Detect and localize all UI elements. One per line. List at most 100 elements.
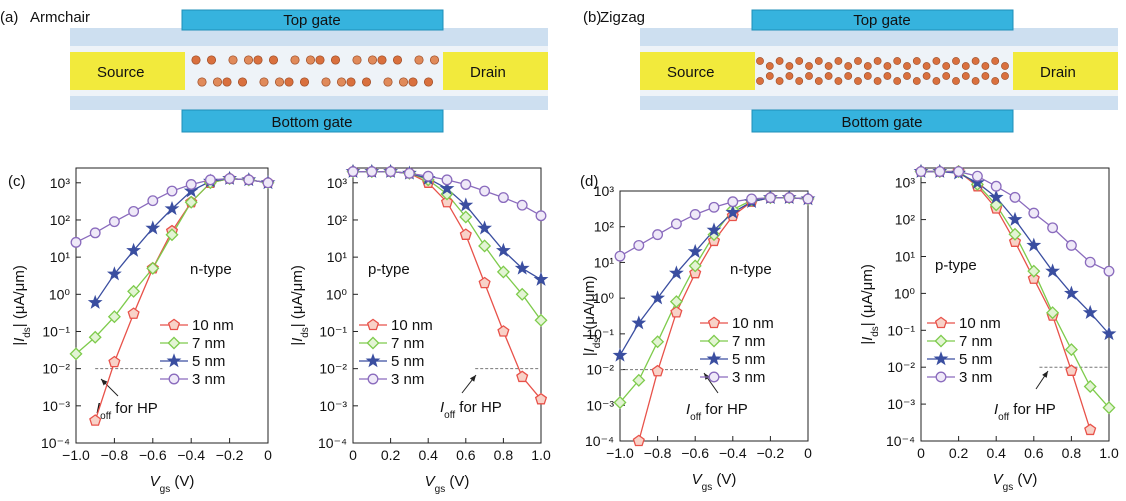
- data-point: [990, 180, 1002, 192]
- plot-frame: [619, 190, 809, 442]
- data-point: [495, 242, 511, 257]
- type-label: n-type: [190, 261, 232, 278]
- data-point: [497, 325, 510, 337]
- data-point: [185, 179, 197, 190]
- legend-label: 10 nm: [192, 317, 234, 334]
- legend-label: 3 nm: [959, 369, 992, 386]
- data-point: [243, 174, 255, 186]
- atom: [844, 72, 853, 80]
- atom: [775, 77, 784, 85]
- series-line: [94, 177, 269, 303]
- data-point: [439, 180, 455, 195]
- series-line: [921, 170, 1110, 409]
- atom: [814, 57, 823, 65]
- atom: [971, 57, 980, 65]
- series-line: [619, 197, 809, 356]
- data-point: [613, 395, 627, 409]
- atom: [922, 72, 931, 80]
- data-point: [1103, 265, 1115, 277]
- y-tick-label: 10¹: [50, 249, 71, 265]
- data-point: [478, 276, 491, 289]
- atom: [305, 55, 316, 65]
- chart: 10⁻⁴ 10⁻³ 10⁻² 10⁻¹ 10⁰ 10¹ 10² 10³ 0 0.2 0.4 0.6 0.…: [859, 163, 1119, 493]
- y-tick-label: 10⁰: [894, 285, 916, 301]
- y-axis-label-rest: | (μA/μm): [11, 265, 28, 327]
- annotation: Ioff for HP: [686, 401, 748, 423]
- data-point: [971, 170, 983, 182]
- annotation-sub: off: [690, 412, 701, 423]
- data-point: [783, 192, 795, 204]
- y-tick-label: 10⁰: [49, 286, 71, 302]
- y-axis-label-main: |I: [289, 338, 306, 346]
- atom: [330, 55, 341, 65]
- legend-marker: [167, 318, 181, 331]
- top-gate-label: Top gate: [283, 12, 341, 29]
- source-label: Source: [667, 64, 715, 81]
- legend-marker: [365, 353, 381, 368]
- data-point: [89, 414, 102, 426]
- atom: [756, 77, 764, 85]
- legend-marker: [366, 336, 380, 350]
- legend-marker: [367, 373, 379, 385]
- y-tick-label: 10⁻³: [586, 397, 614, 413]
- y-tick-label: 10²: [895, 212, 916, 228]
- atom: [961, 72, 970, 80]
- atom: [206, 55, 217, 65]
- data-point: [204, 174, 216, 186]
- plot-frame: [352, 167, 542, 444]
- x-tick-label: −0.8: [644, 445, 672, 461]
- x-tick-label: −0.2: [216, 447, 244, 463]
- atom: [284, 77, 294, 87]
- atom: [942, 62, 951, 70]
- data-point: [688, 259, 702, 273]
- legend-marker: [708, 371, 720, 383]
- atom: [805, 62, 813, 70]
- x-tick-label: −0.4: [719, 445, 747, 461]
- atom: [912, 77, 921, 85]
- x-axis-label-rest: (V): [1013, 471, 1037, 488]
- x-axis-label-main: V: [993, 471, 1005, 488]
- legend-label: 5 nm: [959, 351, 992, 368]
- atom: [991, 57, 1000, 65]
- x-axis-label: Vgs (V): [425, 473, 470, 495]
- atom: [1001, 62, 1009, 70]
- legend-label: 3 nm: [192, 371, 225, 388]
- source: [70, 52, 185, 90]
- data-point: [184, 195, 198, 209]
- atom: [377, 55, 387, 65]
- data-point: [1083, 379, 1097, 394]
- data-point: [706, 222, 722, 237]
- data-point: [689, 209, 701, 220]
- atom: [274, 77, 285, 87]
- y-axis-label-rest: | (μA/μm): [581, 276, 598, 338]
- data-point: [915, 166, 927, 178]
- atom: [863, 72, 872, 80]
- data-point: [1082, 304, 1098, 319]
- atom: [971, 77, 980, 85]
- atom: [361, 77, 372, 87]
- atom: [961, 62, 970, 70]
- x-tick-label: 0: [917, 445, 925, 461]
- atom: [942, 72, 951, 80]
- x-axis-label-sub: gs: [160, 484, 171, 495]
- data-point: [534, 313, 548, 327]
- bottom-gate: [181, 109, 444, 133]
- atom: [932, 57, 941, 65]
- annotation-sub: off: [100, 411, 111, 422]
- source-label: Source: [97, 64, 145, 81]
- data-point: [632, 373, 646, 387]
- annotation: Ioff for HP: [440, 399, 502, 421]
- legend-marker: [166, 353, 182, 368]
- atom: [212, 77, 223, 87]
- legend-label: 3 nm: [732, 369, 765, 386]
- data-point: [632, 434, 645, 447]
- atom: [383, 77, 393, 87]
- data-point: [535, 210, 547, 222]
- atom: [243, 55, 254, 65]
- y-tick-label: 10⁻³: [42, 398, 70, 414]
- data-point: [497, 192, 509, 204]
- data-point: [385, 166, 397, 178]
- data-point: [1046, 306, 1060, 320]
- annotation-rest: for HP: [1009, 401, 1056, 418]
- y-axis-label-rest: | (μA/μm): [859, 264, 876, 326]
